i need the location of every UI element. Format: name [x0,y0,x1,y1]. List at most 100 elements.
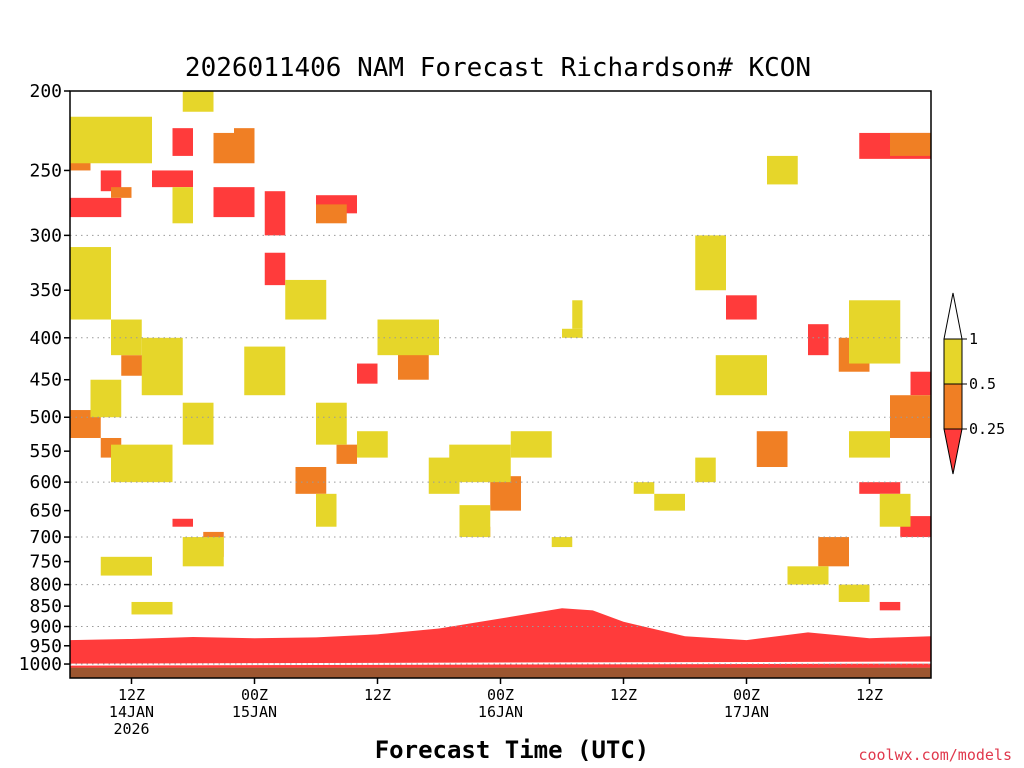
y-tick-label: 900 [29,617,62,638]
credit-text: coolwx.com/models [858,746,1012,764]
y-tick-label: 600 [29,472,62,493]
x-tick-label: 17JAN [724,703,769,721]
richardson-cell [182,537,224,567]
richardson-cell [336,444,357,464]
legend: 1 0.5 0.25 [943,292,1005,475]
boundary-layer-band [70,608,931,668]
y-tick-label: 350 [29,280,62,301]
richardson-cell [510,431,552,458]
richardson-cell [377,319,439,356]
richardson-cell [695,235,726,291]
richardson-cell [449,444,511,483]
y-tick-label: 700 [29,527,62,548]
richardson-cell [213,187,255,218]
richardson-cell [90,379,122,418]
x-tick-label: 00Z [241,686,268,704]
y-tick-label: 450 [29,370,62,391]
richardson-cell [849,431,890,458]
richardson-cell [756,431,788,468]
legend-swatch-ge1 [943,292,963,340]
plot-frame [69,90,932,679]
gridlines [70,234,931,665]
y-tick-label: 200 [29,81,62,102]
richardson-patches [70,91,931,615]
richardson-cell [100,556,152,576]
richardson-cell [316,204,347,224]
x-tick-label: 2026 [113,720,149,738]
ground-area [70,667,931,678]
richardson-cell [715,355,767,396]
richardson-cell [295,467,327,494]
richardson-cell [859,482,901,494]
y-tick-label: 550 [29,441,62,462]
x-tick-label: 12Z [118,686,145,704]
y-tick-label: 650 [29,501,62,522]
richardson-cell [70,116,152,164]
richardson-cell [654,493,685,511]
richardson-cell [234,128,255,156]
richardson-cell [141,337,183,396]
richardson-cell [111,444,173,483]
legend-swatch-yellow [943,338,963,385]
richardson-cell [152,170,193,188]
x-tick-label: 12Z [856,686,883,704]
ground-layer [70,667,931,678]
richardson-cell [890,395,931,438]
richardson-cell [70,247,111,320]
x-tick-label: 00Z [733,686,760,704]
chart-title: 2026011406 NAM Forecast Richardson# KCON [185,53,811,83]
y-tick-label: 300 [29,225,62,246]
legend-label: 0.25 [969,420,1005,438]
richardson-cell [890,132,931,156]
legend-swatch-orange [943,383,963,430]
richardson-cell [131,601,173,615]
richardson-cell [633,482,655,494]
richardson-cell [838,584,870,602]
y-tick-label: 1000 [19,654,62,675]
richardson-cell [316,493,337,527]
boundary-layer [69,608,932,668]
x-tick-label: 12Z [610,686,637,704]
richardson-cell [357,363,378,384]
y-tick-label: 850 [29,596,62,617]
richardson-cell [172,187,193,224]
richardson-cell [244,346,286,396]
x-tick-label: 15JAN [232,703,277,721]
richardson-cell [849,300,901,364]
richardson-cell [695,457,716,483]
legend-label: 1 [969,330,978,348]
richardson-cell [572,300,583,329]
richardson-cell [879,601,901,611]
richardson-cell [285,279,327,320]
richardson-cell [787,566,829,585]
richardson-cell [172,518,193,527]
x-tick-label: 00Z [487,686,514,704]
richardson-cell [551,537,573,548]
legend-label: 0.5 [969,375,996,393]
y-tick-label: 500 [29,407,62,428]
x-tick-label: 12Z [364,686,391,704]
y-axis: 200 250 300 350 400 450 500 550 600 650 700 7508008… [19,81,70,675]
y-tick-label: 750 [29,552,62,573]
richardson-cell [264,191,286,236]
y-tick-label: 950 [29,636,62,657]
richardson-cell [70,197,122,218]
richardson-cell [459,505,491,538]
richardson-cell [316,402,347,445]
y-tick-label: 250 [29,160,62,181]
legend-swatch-red [943,428,963,475]
x-tick-label: 14JAN [109,703,154,721]
y-tick-label: 800 [29,575,62,596]
richardson-cell [182,402,214,445]
richardson-cell [100,170,122,192]
richardson-cell [264,252,286,286]
richardson-cell [818,537,849,567]
richardson-cell [111,187,132,198]
x-tick-label: 16JAN [478,703,523,721]
richardson-cell [879,493,911,527]
richardson-cell [808,324,829,356]
richardson-cell [357,431,388,458]
richardson-cell [172,128,193,156]
